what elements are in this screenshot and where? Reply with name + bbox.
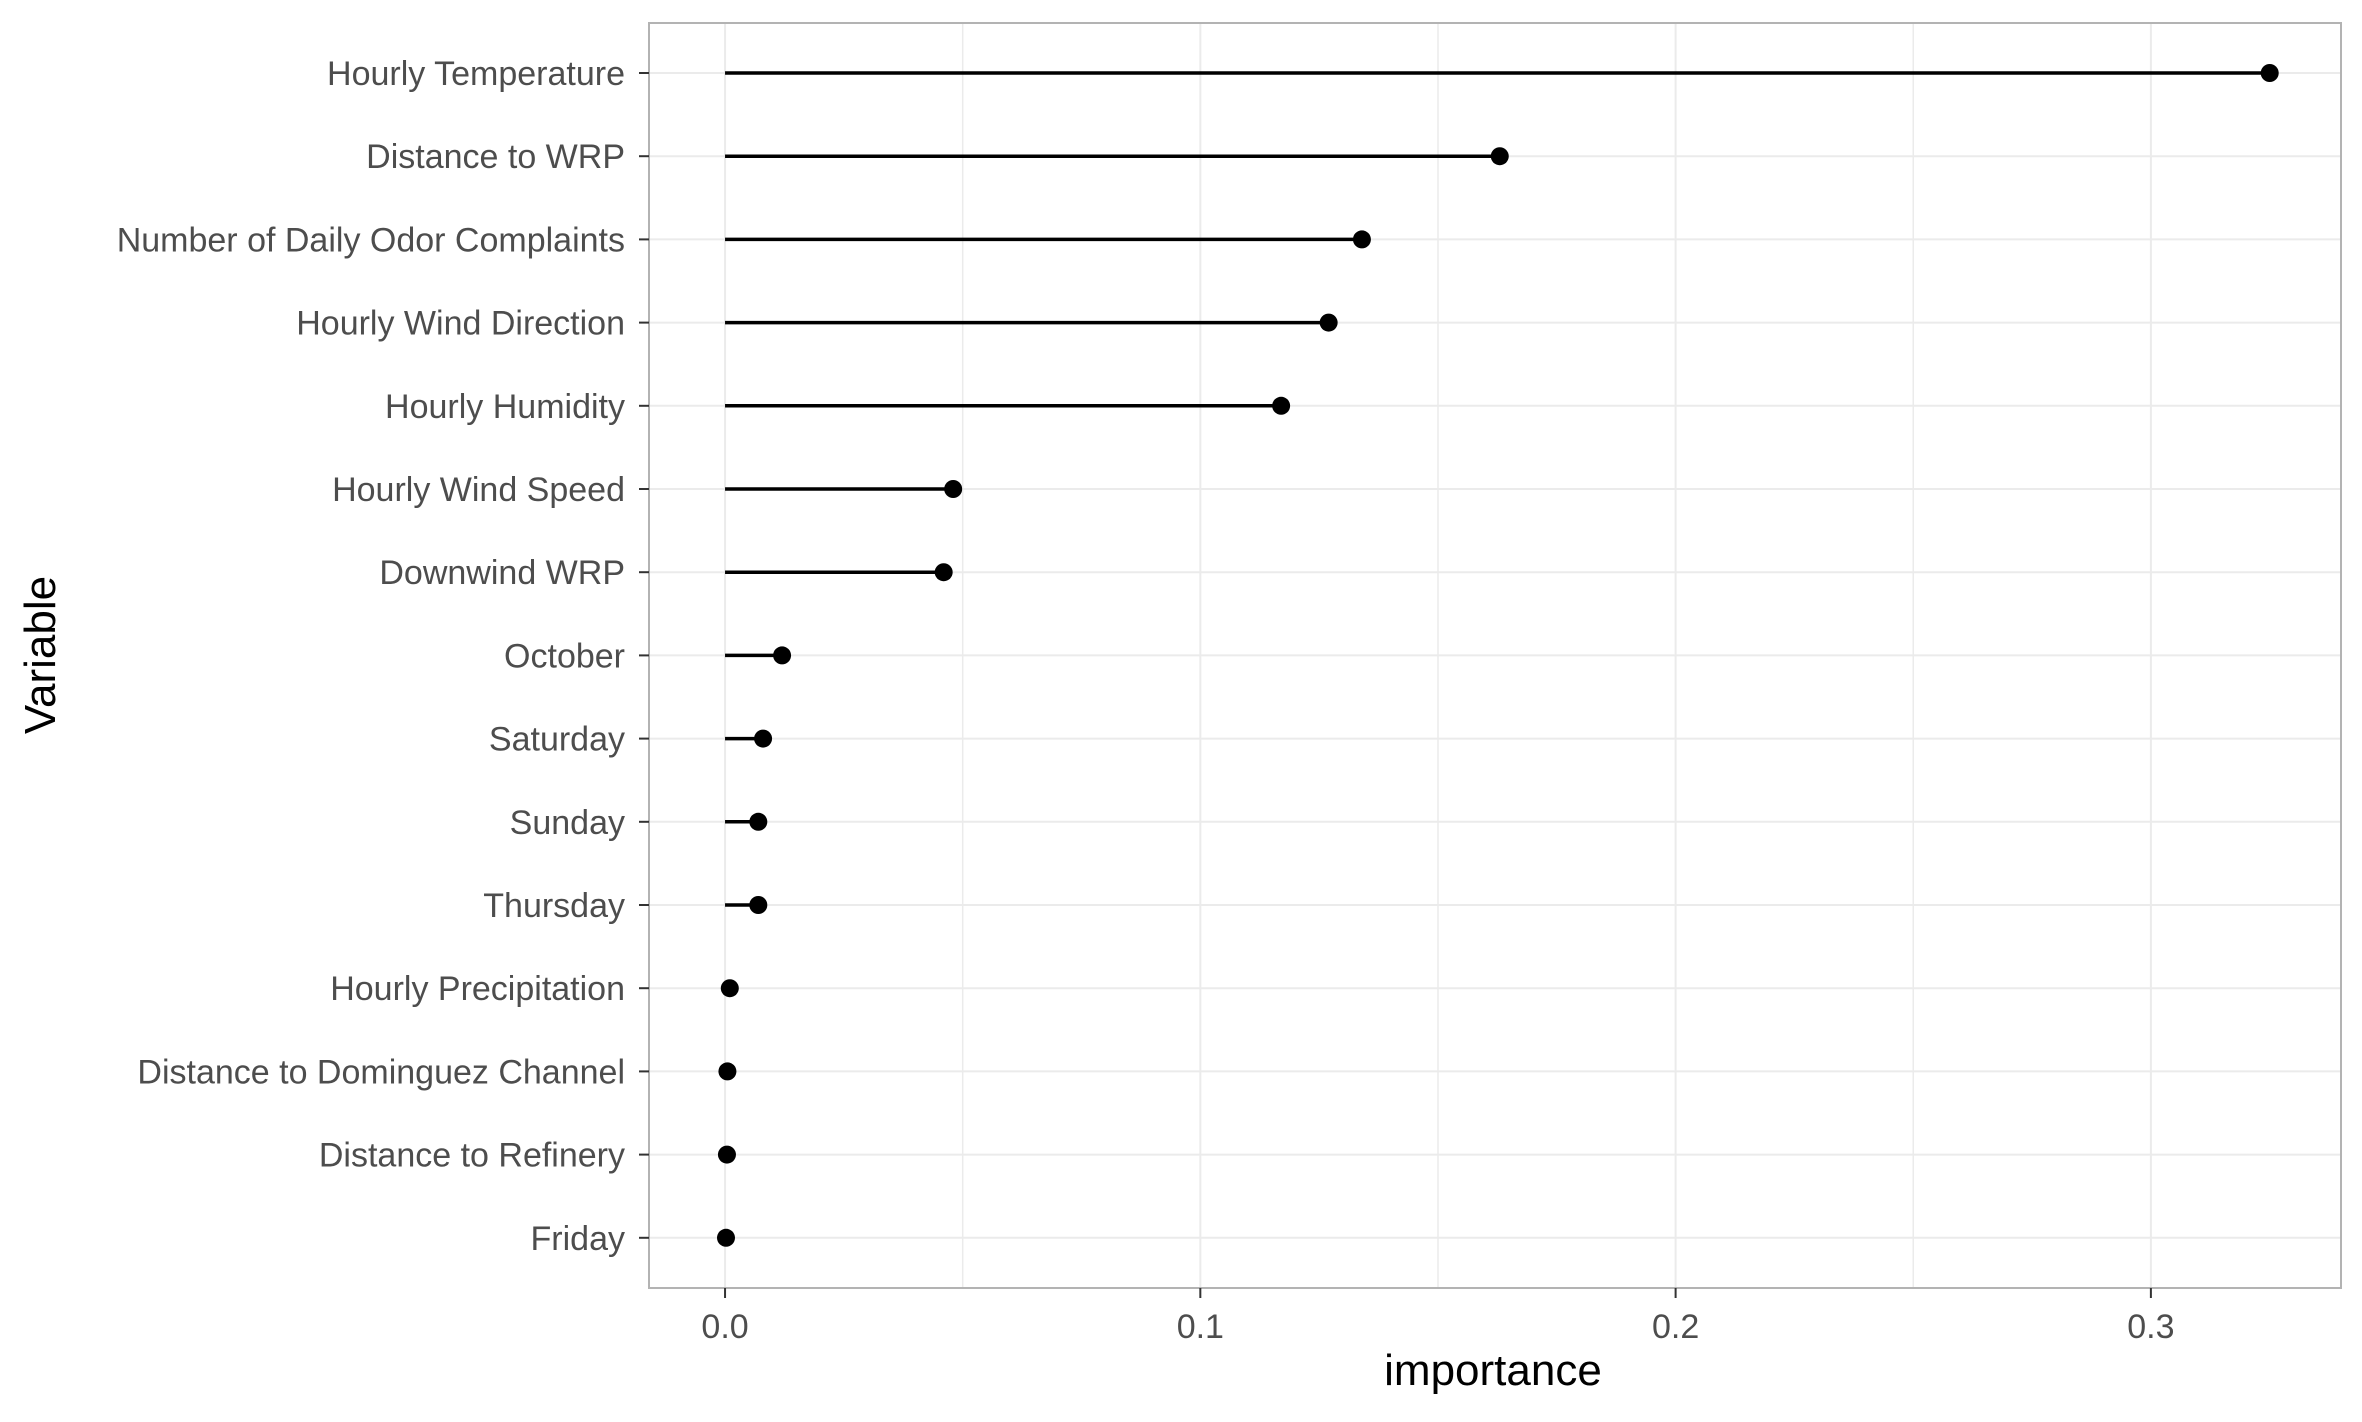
lollipop-point bbox=[720, 979, 739, 998]
lollipop-point bbox=[717, 1145, 736, 1164]
lollipop-point bbox=[718, 1062, 737, 1081]
y-tick-label: Distance to WRP bbox=[366, 138, 625, 176]
y-tick-label: Distance to Refinery bbox=[319, 1137, 625, 1175]
lollipop-point bbox=[749, 896, 768, 914]
x-axis-ticks: 0.0 0.1 0.2 0.3 bbox=[701, 1288, 2175, 1346]
y-tick-label: Hourly Humidity bbox=[385, 388, 625, 426]
lollipop-point bbox=[1352, 230, 1371, 249]
lollipop-point bbox=[1319, 313, 1338, 332]
y-axis-title: Variable bbox=[16, 576, 65, 734]
marks-layer bbox=[716, 64, 2279, 1247]
y-axis-ticks: Hourly Temperature Distance to WRP Number … bbox=[117, 55, 649, 1258]
y-tick-label: Saturday bbox=[489, 721, 625, 759]
x-tick-label: 0.3 bbox=[2127, 1308, 2174, 1346]
lollipop-point bbox=[944, 480, 963, 498]
lollipop-point bbox=[934, 563, 953, 582]
y-tick-label: Sunday bbox=[510, 804, 625, 842]
y-tick-label: Distance to Dominguez Channel bbox=[137, 1053, 625, 1091]
y-tick-label: Hourly Wind Direction bbox=[296, 305, 625, 343]
lollipop-point bbox=[1272, 396, 1291, 415]
y-tick-label: Hourly Temperature bbox=[327, 55, 625, 93]
y-tick-label: Downwind WRP bbox=[379, 554, 625, 592]
y-tick-label: Thursday bbox=[483, 887, 625, 925]
y-tick-label: October bbox=[504, 637, 625, 675]
x-axis-title: importance bbox=[1384, 1346, 1602, 1395]
x-tick-label: 0.0 bbox=[701, 1308, 748, 1346]
x-tick-label: 0.1 bbox=[1177, 1308, 1224, 1346]
lollipop-point bbox=[2260, 64, 2279, 82]
x-tick-label: 0.2 bbox=[1652, 1308, 1699, 1346]
lollipop-point bbox=[749, 812, 768, 831]
lollipop-point bbox=[1490, 147, 1509, 166]
y-tick-label: Hourly Precipitation bbox=[330, 970, 625, 1008]
lollipop-point bbox=[716, 1228, 735, 1247]
y-tick-label: Friday bbox=[531, 1220, 625, 1258]
y-tick-label: Hourly Wind Speed bbox=[332, 471, 625, 509]
y-tick-label: Number of Daily Odor Complaints bbox=[117, 221, 625, 259]
lollipop-point bbox=[773, 646, 792, 665]
lollipop-point bbox=[754, 729, 773, 748]
grid-layer bbox=[649, 23, 2341, 1288]
